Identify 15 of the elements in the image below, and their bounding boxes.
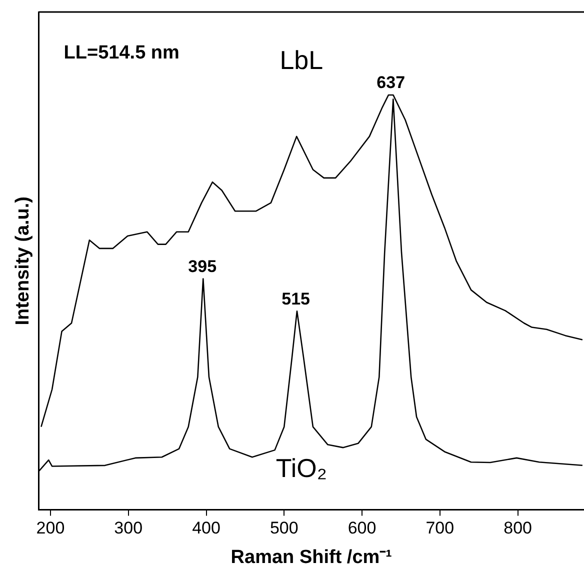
- annotation: 395: [188, 256, 217, 276]
- annotation: 637: [376, 73, 406, 92]
- x-tick-label: 400: [192, 518, 220, 538]
- x-tick-label: 600: [348, 518, 376, 538]
- text: LL=514.5 nm: [64, 42, 180, 64]
- series-label: TiO₂: [276, 452, 327, 483]
- x-tick-label: 200: [36, 518, 65, 538]
- annotation: 515: [282, 289, 310, 308]
- x-axis-title: Raman Shift /cm⁻¹: [230, 546, 392, 568]
- x-tick-label: 300: [114, 518, 143, 538]
- y-axis-title: Intensity (a.u.): [12, 196, 34, 326]
- text: LbL: [280, 45, 324, 76]
- x-tick-label: 800: [504, 518, 532, 538]
- x-tick-label: 500: [270, 518, 298, 538]
- x-tick-label: 700: [426, 518, 454, 538]
